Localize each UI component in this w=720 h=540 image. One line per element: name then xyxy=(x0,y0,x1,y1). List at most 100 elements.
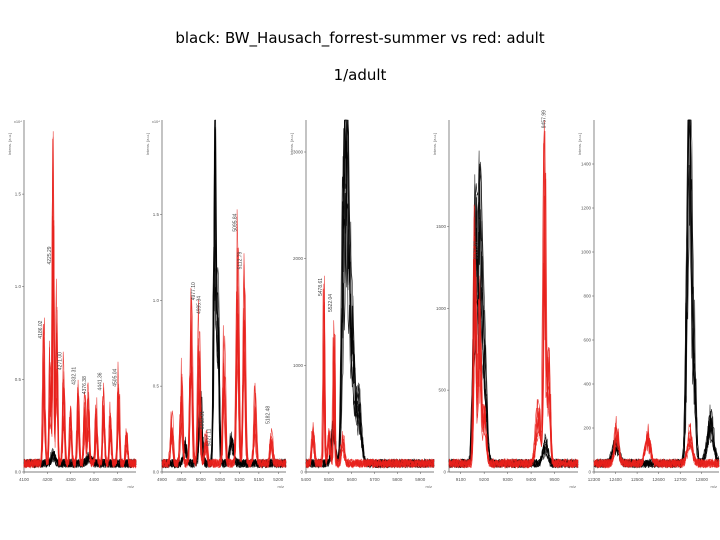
x-tick-label: 9500 xyxy=(550,477,561,482)
x-tick-label: 12300 xyxy=(588,477,601,482)
x-tick-label: 5200 xyxy=(273,477,284,482)
y-axis-label: Intens. [a.u.] xyxy=(432,133,437,155)
sample-trace xyxy=(448,217,579,469)
x-unit-label: m/z xyxy=(278,484,284,489)
x-tick-label: 5600 xyxy=(347,477,358,482)
spectrum-panel: Intens. [a.u.] x10⁴ m/z 0.0 0.5 1.0 1.5 4900 495… xyxy=(145,119,287,489)
sample-trace xyxy=(448,166,579,469)
reference-trace xyxy=(448,195,579,469)
chart-subtitle: 1/adult xyxy=(333,66,387,84)
y-tick-label: 200 xyxy=(583,426,591,431)
peak-label: 5522.04 xyxy=(328,294,334,312)
peak-label: 5095.84 xyxy=(232,213,238,231)
peak-label: 4441.36 xyxy=(97,372,103,390)
sample-trace xyxy=(593,119,720,469)
spectrum-panel: Intens. [a.u.] m/z 0 200 400 600 800 1000 1200 14… xyxy=(577,119,720,489)
peak-label: 5013.81 xyxy=(200,411,206,429)
reference-trace xyxy=(23,225,137,469)
y-tick-label: 1.5 xyxy=(153,212,160,217)
y-tick-label: 1000 xyxy=(293,363,304,368)
y-axis-label: Intens. [a.u.] xyxy=(577,133,582,155)
x-tick-label: 5150 xyxy=(254,477,265,482)
sample-trace xyxy=(448,282,579,469)
peak-label: 5182.48 xyxy=(265,406,271,424)
peak-label: 4332.31 xyxy=(72,367,78,385)
y-tick-label: 1200 xyxy=(581,206,592,211)
reference-trace xyxy=(23,138,137,469)
reference-trace xyxy=(305,330,435,469)
sample-trace xyxy=(593,119,720,469)
peak-label: 5112.79 xyxy=(237,251,243,269)
reference-trace xyxy=(448,178,579,469)
x-tick-label: 4500 xyxy=(112,477,123,482)
reference-trace xyxy=(448,130,579,469)
x-tick-label: 4300 xyxy=(66,477,77,482)
reference-trace xyxy=(448,172,579,469)
y-exponent-label: x10⁴ xyxy=(152,119,160,124)
x-tick-label: 12600 xyxy=(652,477,665,482)
sample-trace xyxy=(593,119,720,469)
x-tick-label: 9100 xyxy=(456,477,467,482)
reference-trace xyxy=(448,259,579,469)
y-tick-label: 0.0 xyxy=(153,470,160,475)
x-tick-label: 4900 xyxy=(157,477,168,482)
x-tick-label: 5400 xyxy=(301,477,312,482)
x-tick-label: 12500 xyxy=(631,477,644,482)
sample-trace xyxy=(448,226,579,469)
sample-trace xyxy=(593,119,720,469)
y-tick-label: 1000 xyxy=(436,306,447,311)
y-tick-label: 0.5 xyxy=(153,384,160,389)
y-tick-label: 0.0 xyxy=(15,470,22,475)
y-tick-label: 1400 xyxy=(581,162,592,167)
peak-label: 9177.37 xyxy=(473,241,479,259)
y-tick-label: 0.5 xyxy=(15,377,22,382)
peak-label: 5478.61 xyxy=(318,278,324,296)
sample-trace xyxy=(593,133,720,468)
y-axis-label: Intens. [a.u.] xyxy=(289,133,294,155)
x-tick-label: 4200 xyxy=(42,477,53,482)
x-tick-label: 5050 xyxy=(215,477,226,482)
peak-label: 4977.10 xyxy=(191,282,197,300)
y-tick-label: 0 xyxy=(588,470,591,475)
x-tick-label: 5500 xyxy=(324,477,335,482)
sample-trace xyxy=(448,150,579,469)
peak-label: 4271.00 xyxy=(58,352,64,370)
chart-title: black: BW_Hausach_forrest-summer vs red:… xyxy=(175,29,545,47)
y-tick-label: 1.0 xyxy=(15,284,22,289)
sample-trace xyxy=(448,161,579,469)
y-tick-label: 3000 xyxy=(293,150,304,155)
y-tick-label: 1.0 xyxy=(153,298,160,303)
reference-trace xyxy=(593,436,720,469)
sample-trace xyxy=(593,119,720,469)
y-axis-label: Intens. [a.u.] xyxy=(7,133,12,155)
x-tick-label: 4100 xyxy=(19,477,30,482)
peak-label: 4186.02 xyxy=(38,320,44,338)
x-tick-label: 5800 xyxy=(392,477,403,482)
reference-trace xyxy=(448,130,579,469)
x-tick-label: 5000 xyxy=(196,477,207,482)
sample-trace xyxy=(448,163,579,469)
reference-trace xyxy=(448,119,579,469)
y-tick-label: 400 xyxy=(583,382,591,387)
sample-trace xyxy=(593,119,720,468)
x-tick-label: 5700 xyxy=(370,477,381,482)
peak-label: 5027.11 xyxy=(206,428,212,446)
sample-trace xyxy=(23,450,137,469)
y-tick-label: 800 xyxy=(583,294,591,299)
peak-label: 4376.38 xyxy=(82,376,88,394)
x-tick-label: 12700 xyxy=(674,477,687,482)
x-tick-label: 5900 xyxy=(415,477,426,482)
x-tick-label: 4400 xyxy=(89,477,100,482)
x-tick-label: 4950 xyxy=(176,477,187,482)
sample-trace xyxy=(448,272,579,469)
reference-trace xyxy=(448,268,579,469)
y-tick-label: 600 xyxy=(583,338,591,343)
y-tick-label: 2000 xyxy=(293,256,304,261)
x-tick-label: 12400 xyxy=(609,477,622,482)
y-tick-label: 0 xyxy=(300,470,303,475)
y-axis-label: Intens. [a.u.] xyxy=(145,133,150,155)
x-unit-label: m/z xyxy=(570,484,576,489)
x-tick-label: 9200 xyxy=(479,477,490,482)
x-tick-label: 12800 xyxy=(696,477,709,482)
